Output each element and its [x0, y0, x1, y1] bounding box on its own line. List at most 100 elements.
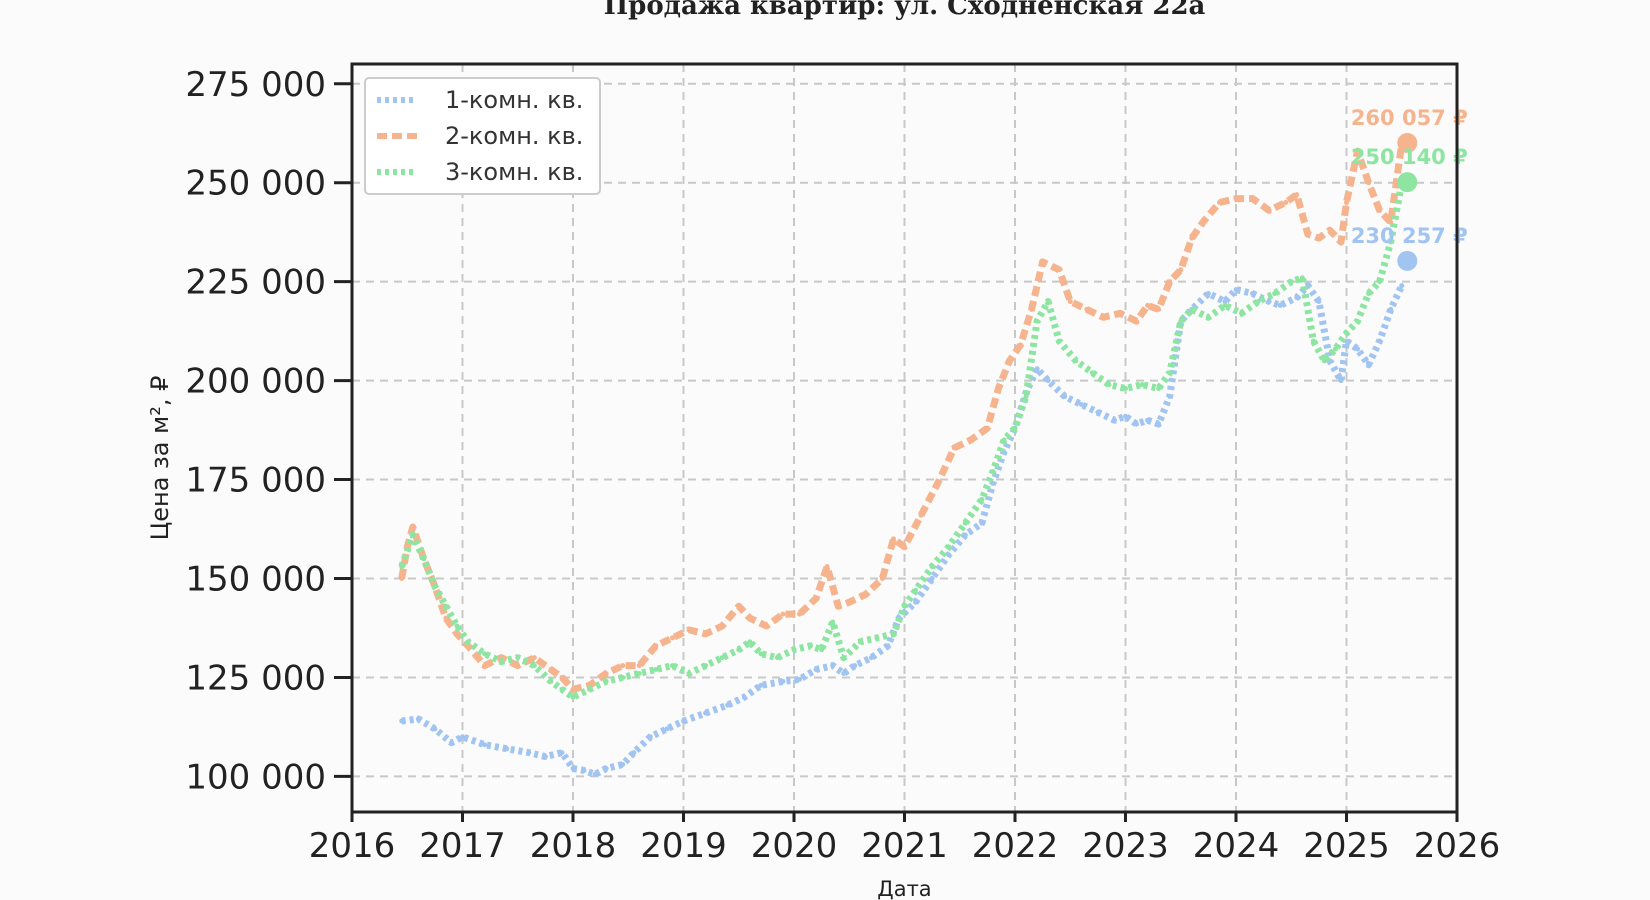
x-tick-label: 2022: [972, 826, 1059, 866]
data-point: [399, 564, 405, 570]
data-point: [548, 678, 554, 684]
end-marker-label: 260 057 ₽: [1351, 106, 1468, 130]
x-tick-label: 2026: [1414, 826, 1501, 866]
data-point: [719, 655, 725, 661]
data-point: [636, 663, 642, 669]
y-tick-label: 150 000: [185, 559, 326, 599]
data-point: [410, 532, 416, 538]
data-point: [664, 726, 670, 732]
y-axis-label: Цена за м², ₽: [146, 376, 174, 541]
data-point: [1355, 318, 1361, 324]
data-point: [758, 682, 764, 688]
legend-label: 3-комн. кв.: [445, 158, 583, 186]
data-point: [1388, 239, 1394, 245]
data-point: [1023, 393, 1029, 399]
data-point: [581, 767, 587, 773]
data-point: [1006, 358, 1012, 364]
data-point: [504, 746, 510, 752]
data-point: [808, 643, 814, 649]
data-point: [1310, 338, 1316, 344]
data-point: [454, 623, 460, 629]
data-point: [747, 615, 753, 621]
data-point: [1117, 310, 1123, 316]
data-point: [719, 623, 725, 629]
data-point: [686, 627, 692, 633]
data-point: [819, 647, 825, 653]
data-point: [686, 670, 692, 676]
data-point: [460, 734, 465, 740]
data-point: [1366, 180, 1372, 186]
data-point: [874, 635, 880, 641]
data-point: [736, 647, 742, 653]
data-point: [570, 694, 576, 700]
data-point: [410, 524, 416, 530]
data-point: [1100, 314, 1106, 320]
data-point: [515, 663, 521, 669]
data-point: [1266, 298, 1272, 304]
data-point: [846, 599, 852, 605]
data-point: [1250, 291, 1256, 297]
data-point: [824, 564, 830, 570]
data-point: [1134, 421, 1140, 427]
data-point: [570, 765, 576, 771]
end-marker-dot: [1397, 250, 1418, 271]
legend-entry: 1-комн. кв.: [377, 86, 583, 114]
data-point: [603, 765, 609, 771]
data-point: [448, 740, 454, 746]
data-point: [559, 674, 565, 680]
series-line: [398, 182, 1406, 701]
data-point: [968, 437, 974, 443]
end-marker: 230 257 ₽: [1351, 224, 1468, 271]
data-point: [703, 663, 709, 669]
x-tick-label: 2020: [751, 826, 838, 866]
data-point: [1388, 306, 1394, 312]
data-point: [587, 686, 593, 692]
x-tick-label: 2024: [1193, 826, 1280, 866]
data-point: [935, 481, 941, 487]
data-point: [559, 686, 565, 692]
data-point: [1095, 409, 1101, 415]
data-point: [852, 663, 858, 669]
data-point: [399, 718, 405, 724]
data-point: [1056, 338, 1062, 344]
data-point: [890, 631, 896, 637]
data-point: [885, 643, 891, 649]
data-point: [1106, 382, 1112, 388]
data-point: [703, 631, 709, 637]
data-point: [1134, 318, 1140, 324]
data-point: [841, 655, 847, 661]
data-point: [813, 667, 819, 673]
x-axis-label: Дата: [877, 877, 931, 900]
data-point: [1222, 302, 1228, 308]
data-point: [1089, 370, 1095, 376]
data-point: [1239, 310, 1245, 316]
data-point: [902, 544, 907, 550]
data-point: [620, 762, 626, 768]
data-point: [1294, 192, 1300, 198]
data-point: [415, 716, 421, 722]
x-tick-label: 2025: [1303, 826, 1390, 866]
y-tick-label: 250 000: [185, 164, 326, 204]
x-tick-label: 2019: [640, 826, 727, 866]
data-point: [1029, 306, 1035, 312]
data-point: [879, 575, 885, 581]
data-point: [857, 639, 863, 645]
data-point: [1034, 366, 1040, 372]
data-point: [902, 603, 907, 609]
data-point: [946, 544, 952, 550]
data-point: [1305, 231, 1311, 237]
data-point: [841, 670, 847, 676]
data-point: [979, 496, 985, 502]
data-point: [758, 651, 764, 657]
data-point: [1216, 200, 1222, 206]
data-point: [780, 678, 786, 684]
x-tick-label: 2023: [1082, 826, 1169, 866]
series-1-комн. кв.: [399, 282, 1405, 778]
data-point: [1277, 302, 1283, 308]
legend-box: [364, 77, 601, 195]
y-tick-label: 225 000: [185, 263, 326, 303]
data-point: [1078, 401, 1084, 407]
data-point: [1167, 279, 1173, 285]
data-point: [1355, 346, 1361, 352]
